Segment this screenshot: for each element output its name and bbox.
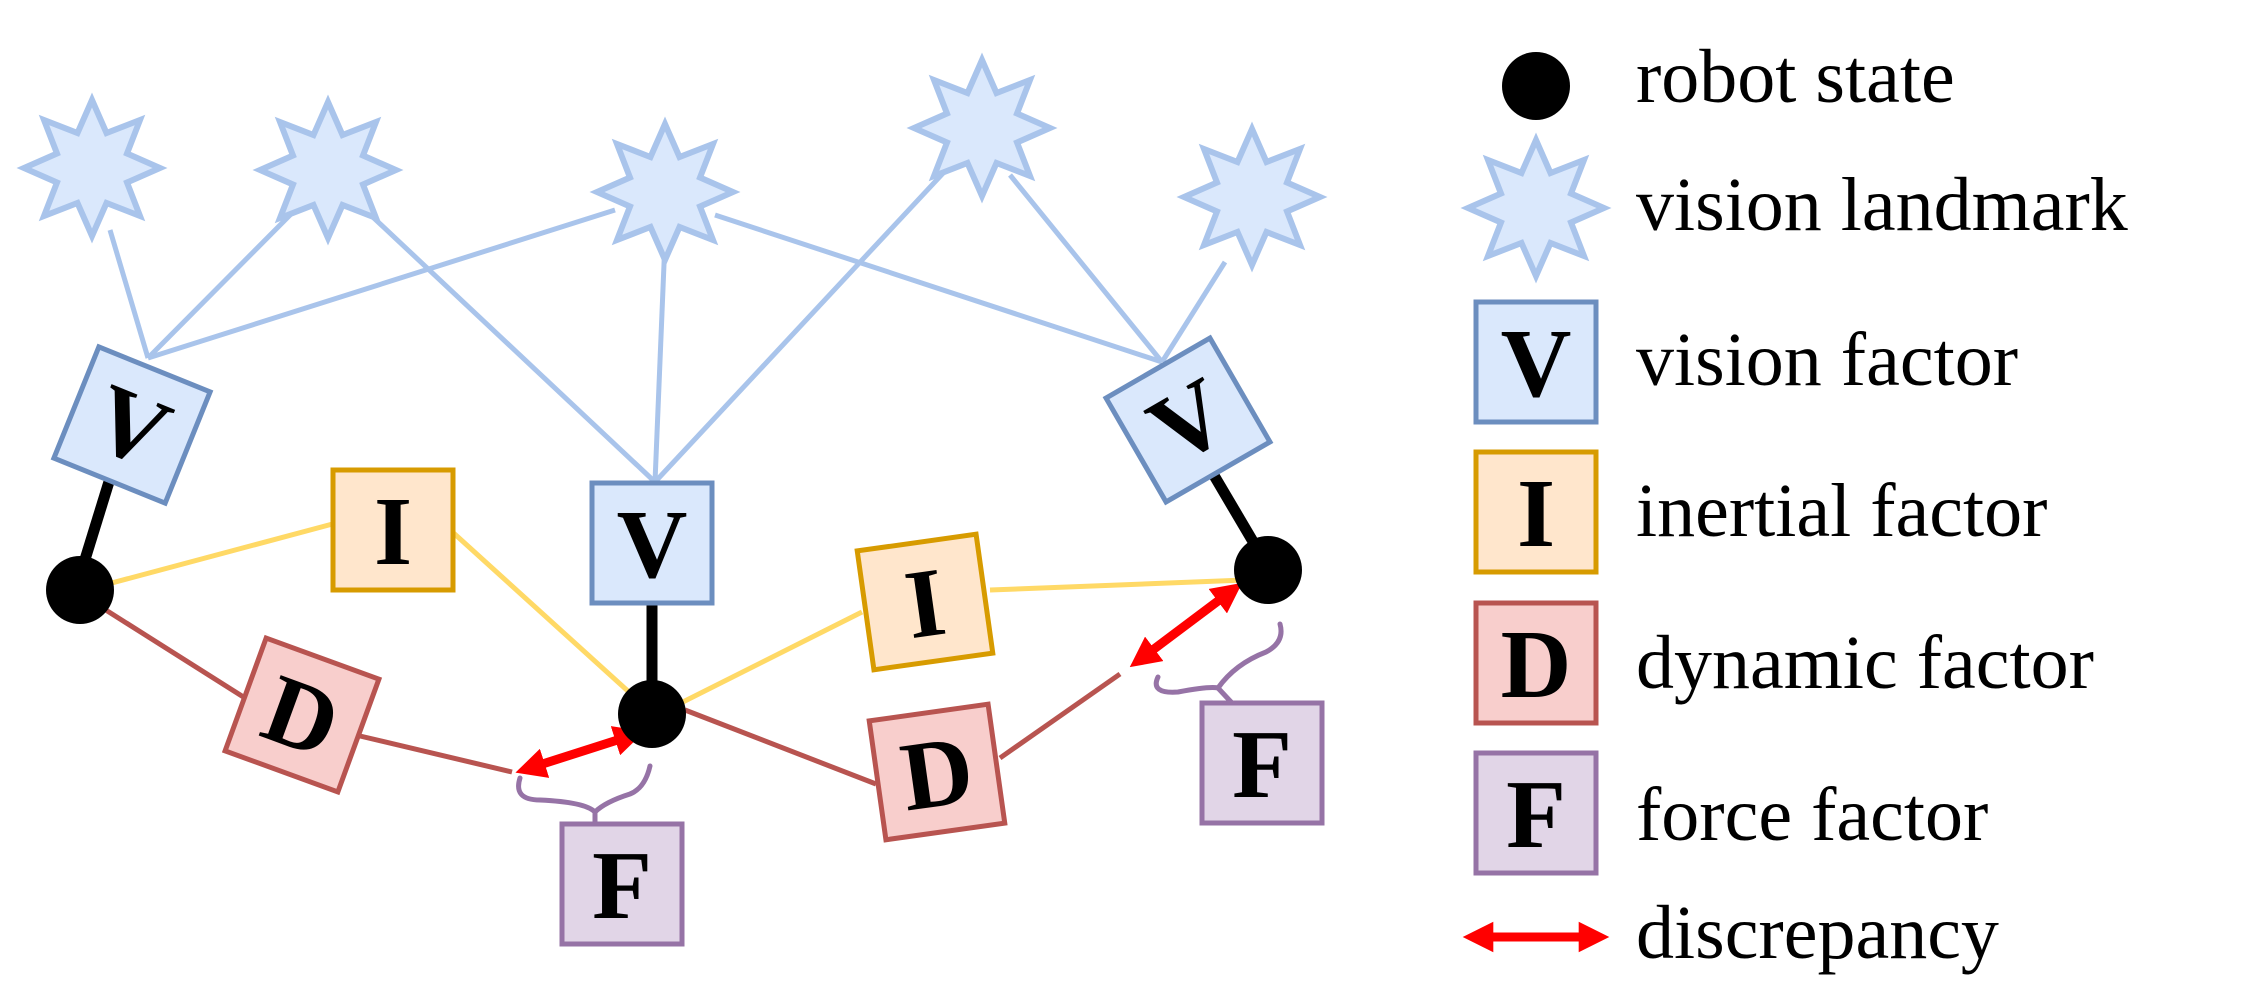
- vision-landmark-star-icon: [914, 60, 1050, 196]
- robot-state-dot-icon: [1502, 52, 1570, 120]
- edge: [684, 707, 877, 787]
- edge: [358, 203, 657, 484]
- robot-state-dot: [618, 680, 686, 748]
- force-factor: F: [1199, 700, 1325, 826]
- dynamic-factor-icon: D: [1473, 600, 1599, 726]
- vision-factor-label: V: [617, 491, 688, 599]
- edge: [1159, 260, 1228, 364]
- vision-factor-icon: V: [1473, 299, 1599, 425]
- vision-landmark-star-icon: [597, 124, 733, 260]
- vision-landmarks: [24, 60, 1320, 265]
- edge: [77, 519, 341, 595]
- force-factor-label: F: [592, 832, 652, 940]
- vision-factor: V: [589, 480, 715, 606]
- inertial-factor: I: [854, 531, 996, 673]
- force-factor-icon-symbol: F: [1506, 761, 1566, 869]
- legend-label-force-factor: force factor: [1636, 773, 1988, 857]
- vision-landmark-star-icon: [24, 100, 160, 236]
- edge: [88, 597, 247, 701]
- force-factor: F: [559, 821, 685, 947]
- star-icon: [1468, 140, 1604, 276]
- inertial-factor-icon-symbol: I: [1517, 460, 1555, 568]
- discrepancy-arrows: [515, 582, 1243, 778]
- dynamic-factor-label: D: [895, 716, 980, 833]
- inertial-edges: [77, 519, 1246, 719]
- robot-states: [46, 536, 1302, 748]
- vision-edges: [107, 153, 1228, 484]
- robot-state-dot: [46, 556, 114, 624]
- legend-label-dynamic-factor: dynamic factor: [1636, 621, 2094, 705]
- vision-factor: V: [1102, 334, 1274, 506]
- edge: [146, 203, 302, 360]
- edge: [989, 577, 1246, 593]
- legend-label-inertial-factor: inertial factor: [1636, 469, 2047, 553]
- edge: [653, 153, 962, 484]
- edge: [359, 733, 513, 775]
- edge: [1008, 173, 1164, 364]
- legend-label-discrepancy: discrepancy: [1636, 891, 1999, 975]
- force-factor-label: F: [1232, 711, 1292, 819]
- legend-label-vision-factor: vision factor: [1636, 318, 2018, 402]
- inertial-factor: I: [330, 467, 456, 593]
- force-brace: [516, 763, 653, 829]
- edge: [147, 207, 616, 361]
- dynamic-factor: D: [221, 634, 383, 796]
- edge: [107, 229, 151, 359]
- inertial-factor-label: I: [374, 478, 412, 586]
- vision-landmark-star-icon: [1184, 129, 1320, 265]
- dynamic-factor: D: [866, 701, 1008, 843]
- edge: [652, 239, 668, 483]
- inertial-factor-icon: I: [1473, 449, 1599, 575]
- legend-label-vision-landmark: vision landmark: [1636, 163, 2128, 247]
- vision-landmark-star-icon: [260, 102, 396, 238]
- robot-state-dot: [1234, 536, 1302, 604]
- edge: [714, 212, 1163, 365]
- edge: [446, 526, 642, 704]
- force-factor-icon: F: [1473, 750, 1599, 876]
- dynamic-factor-icon-symbol: D: [1501, 611, 1572, 719]
- vision-factor-icon-symbol: V: [1501, 310, 1572, 418]
- vision-factor: V: [50, 343, 214, 507]
- edge: [653, 609, 864, 719]
- discrepancy-double-arrow-icon: [1129, 582, 1243, 668]
- discrepancy-double-arrow-icon: [515, 726, 645, 778]
- dynamic-edges: [88, 597, 1122, 787]
- legend-label-robot-state: robot state: [1636, 35, 1955, 119]
- edge: [998, 671, 1122, 761]
- edge: [1207, 469, 1263, 553]
- legend: robot state vision landmark V vision fac…: [1462, 35, 2128, 975]
- edge: [77, 470, 118, 568]
